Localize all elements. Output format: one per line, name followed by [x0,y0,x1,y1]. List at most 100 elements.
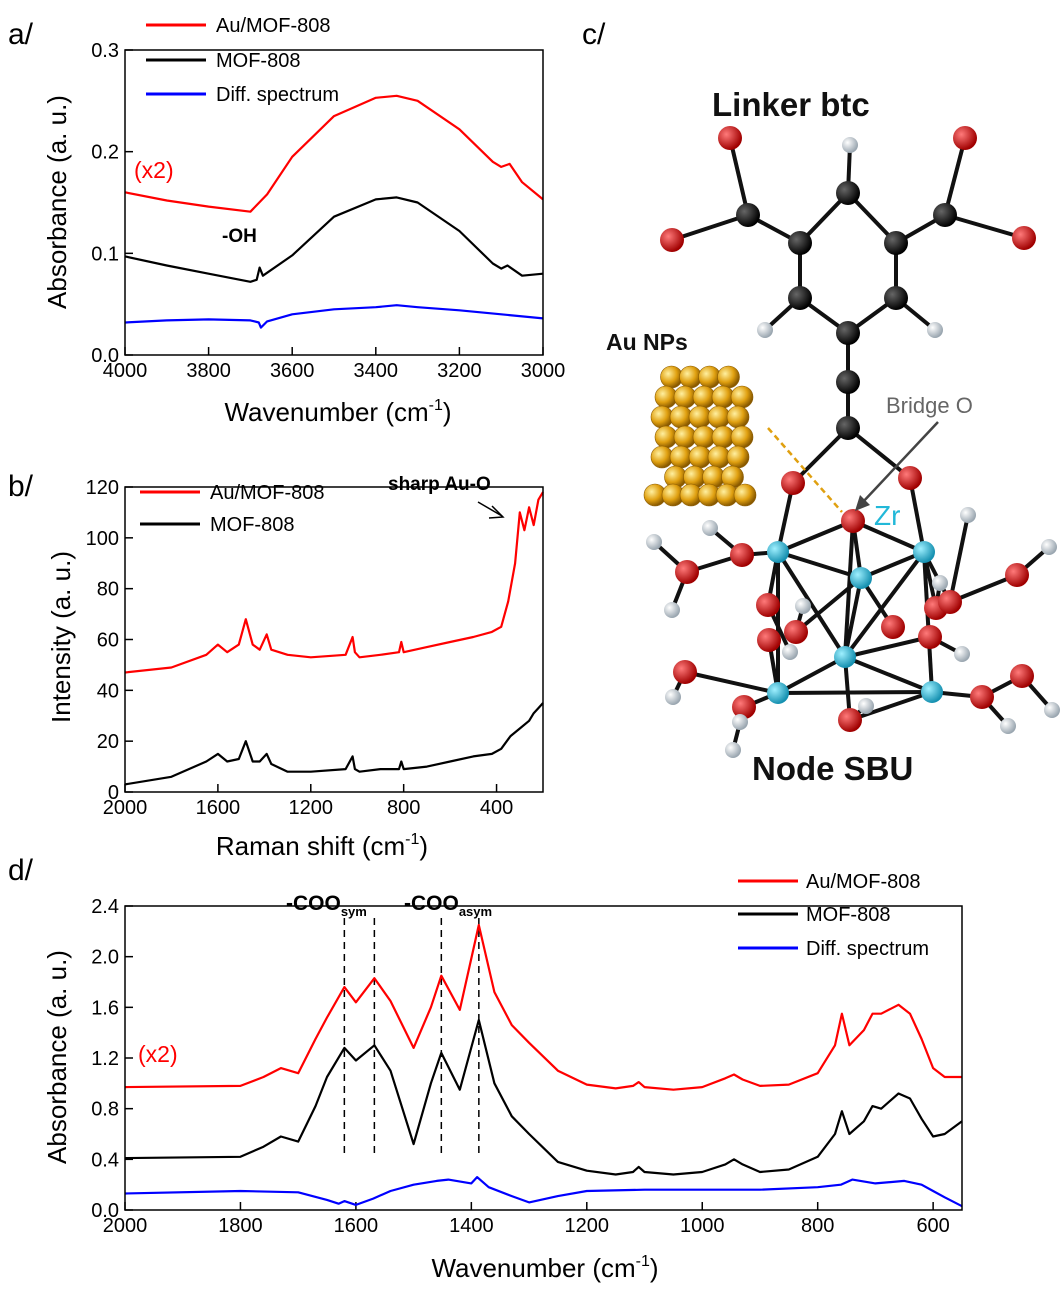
chart-d-xtick-label: 1400 [449,1215,494,1237]
carbon-atom [836,370,860,394]
chart-b-series-line-1 [124,702,544,786]
molecule-bond [849,690,933,722]
chart-d-xtick-label: 2000 [103,1215,148,1237]
molecule-bond [922,551,934,693]
chart-b-annotation-arrow [477,501,503,517]
molecule-bond [776,550,847,659]
hydrogen-atom [954,646,970,662]
carbon-atom [836,416,860,440]
chart-d-reference-lines [343,918,480,1155]
legend-d-label-1: MOF-808 [806,904,890,926]
chart-a-frame [124,49,544,356]
chart-d-ytick-label: 2.0 [91,947,119,969]
chart-d-series [124,923,963,1208]
chart-b-ytick-label: 80 [97,579,119,601]
chart-a-series-line-0 [124,94,544,213]
chart-d-coo-asym-label: -COOasym [404,892,492,919]
carbon-atom [933,203,957,227]
chart-d-xtick-label: 1000 [680,1215,725,1237]
molecule-illustration: Linker btc Au NPs Bridge O Zr Node SBU [606,86,1060,787]
zirconium-atom [913,541,935,563]
oxygen-atom [660,228,684,252]
oxygen-atom [841,509,865,533]
oxygen-atom [757,628,781,652]
molecule-bond [791,426,850,485]
chart-a-ticks: 4000 3800 3600 3400 3200 3000 0.0 0.1 0.2 0.3 [91,40,565,382]
chart-a-ytick-label: 0.1 [91,243,119,265]
oxygen-atom [718,126,742,150]
molecule-bond [777,655,846,695]
hydrogen-atom [1000,718,1016,734]
chart-d-ytick-label: 0.4 [91,1149,119,1171]
chart-a-ytick-label: 0.0 [91,345,119,367]
molecule-bond [684,670,779,695]
oxygen-atom [1010,664,1034,688]
legend-d-label-2: Diff. spectrum [806,938,929,960]
chart-a-xtick-label: 3200 [437,360,482,382]
molecule-bond [860,550,925,580]
chart-a-oh-annotation: -OH [222,226,257,247]
au-interaction-dashed-line [767,427,843,513]
chart-a-scale-note: (x2) [134,157,174,183]
legend-a-label-1: MOF-808 [216,50,300,72]
carbon-atom [884,231,908,255]
legend-b-label-0: Au/MOF-808 [210,482,324,504]
legend-a-label-2: Diff. spectrum [216,84,339,106]
zirconium-atom [767,682,789,704]
carbon-atom [788,286,812,310]
chart-d-ytick-label: 1.6 [91,997,119,1019]
oxygen-atom [898,466,922,490]
hydrogen-atom [842,137,858,153]
chart-panel-d: 2000 1800 1600 1400 1200 1000 800 600 0.0 0.4 0.8 1… [42,871,963,1283]
chart-panel-a: 4000 3800 3600 3400 3200 3000 0.0 0.1 0.2 0.3 Au/… [42,15,565,427]
chart-d-series-line-0 [124,923,962,1091]
gold-nanoparticle [643,365,757,507]
molecule-bond [843,520,855,658]
chart-b-xtick-label: 1600 [196,797,241,819]
zirconium-atom [834,646,856,668]
legend-d-label-0: Au/MOF-808 [806,871,920,893]
panel-letter-c: c/ [582,18,606,51]
chart-d-ytick-label: 0.0 [91,1200,119,1222]
molecule-bond [777,550,862,580]
hydrogen-atom [795,598,811,614]
gold-atom [730,425,754,449]
hydrogen-atom [927,322,943,338]
molecule-bond [671,213,749,242]
gold-atom [717,365,740,389]
chart-b-xtick-label: 1200 [289,797,334,819]
hydrogen-atom [932,575,948,591]
node-sbu-label: Node SBU [752,750,913,787]
oxygen-atom [881,615,905,639]
chart-b-ylabel: Intensity (a. u.) [46,551,76,723]
bridge-o-arrow [861,421,939,504]
chart-panel-b: 2000 1600 1200 800 400 0 20 40 60 80 100 120 Au/MOF… [46,474,544,861]
molecule-atoms [646,126,1060,758]
panel-letter-a: a/ [8,18,34,51]
hydrogen-atom [782,644,798,660]
molecule-bond [777,519,854,554]
chart-d-legend: Au/MOF-808 MOF-808 Diff. spectrum [738,871,929,960]
molecule-bond [846,426,912,480]
chart-d-xtick-label: 1600 [334,1215,379,1237]
chart-d-ylabel: Absorbance (a. u.) [42,950,72,1164]
chart-b-xlabel: Raman shift (cm-1) [216,831,428,861]
chart-b-ytick-label: 60 [97,630,119,652]
oxygen-atom [838,708,862,732]
chart-b-series-line-0 [124,491,544,674]
chart-b-ytick-label: 100 [86,528,119,550]
zr-label: Zr [874,500,900,531]
molecule-bond [777,690,933,695]
chart-b-ytick-label: 120 [86,477,119,499]
oxygen-atom [784,620,808,644]
bridge-o-label: Bridge O [886,393,973,418]
oxygen-atom [953,126,977,150]
chart-a-ytick-label: 0.3 [91,40,119,62]
chart-b-legend: Au/MOF-808 MOF-808 [140,482,324,536]
chart-a-series-line-1 [124,196,544,283]
chart-d-frame [124,905,963,1211]
bridge-o-arrowhead [855,495,870,511]
oxygen-atom [1005,563,1029,587]
hydrogen-atom [960,507,976,523]
molecule-bond [844,655,933,694]
